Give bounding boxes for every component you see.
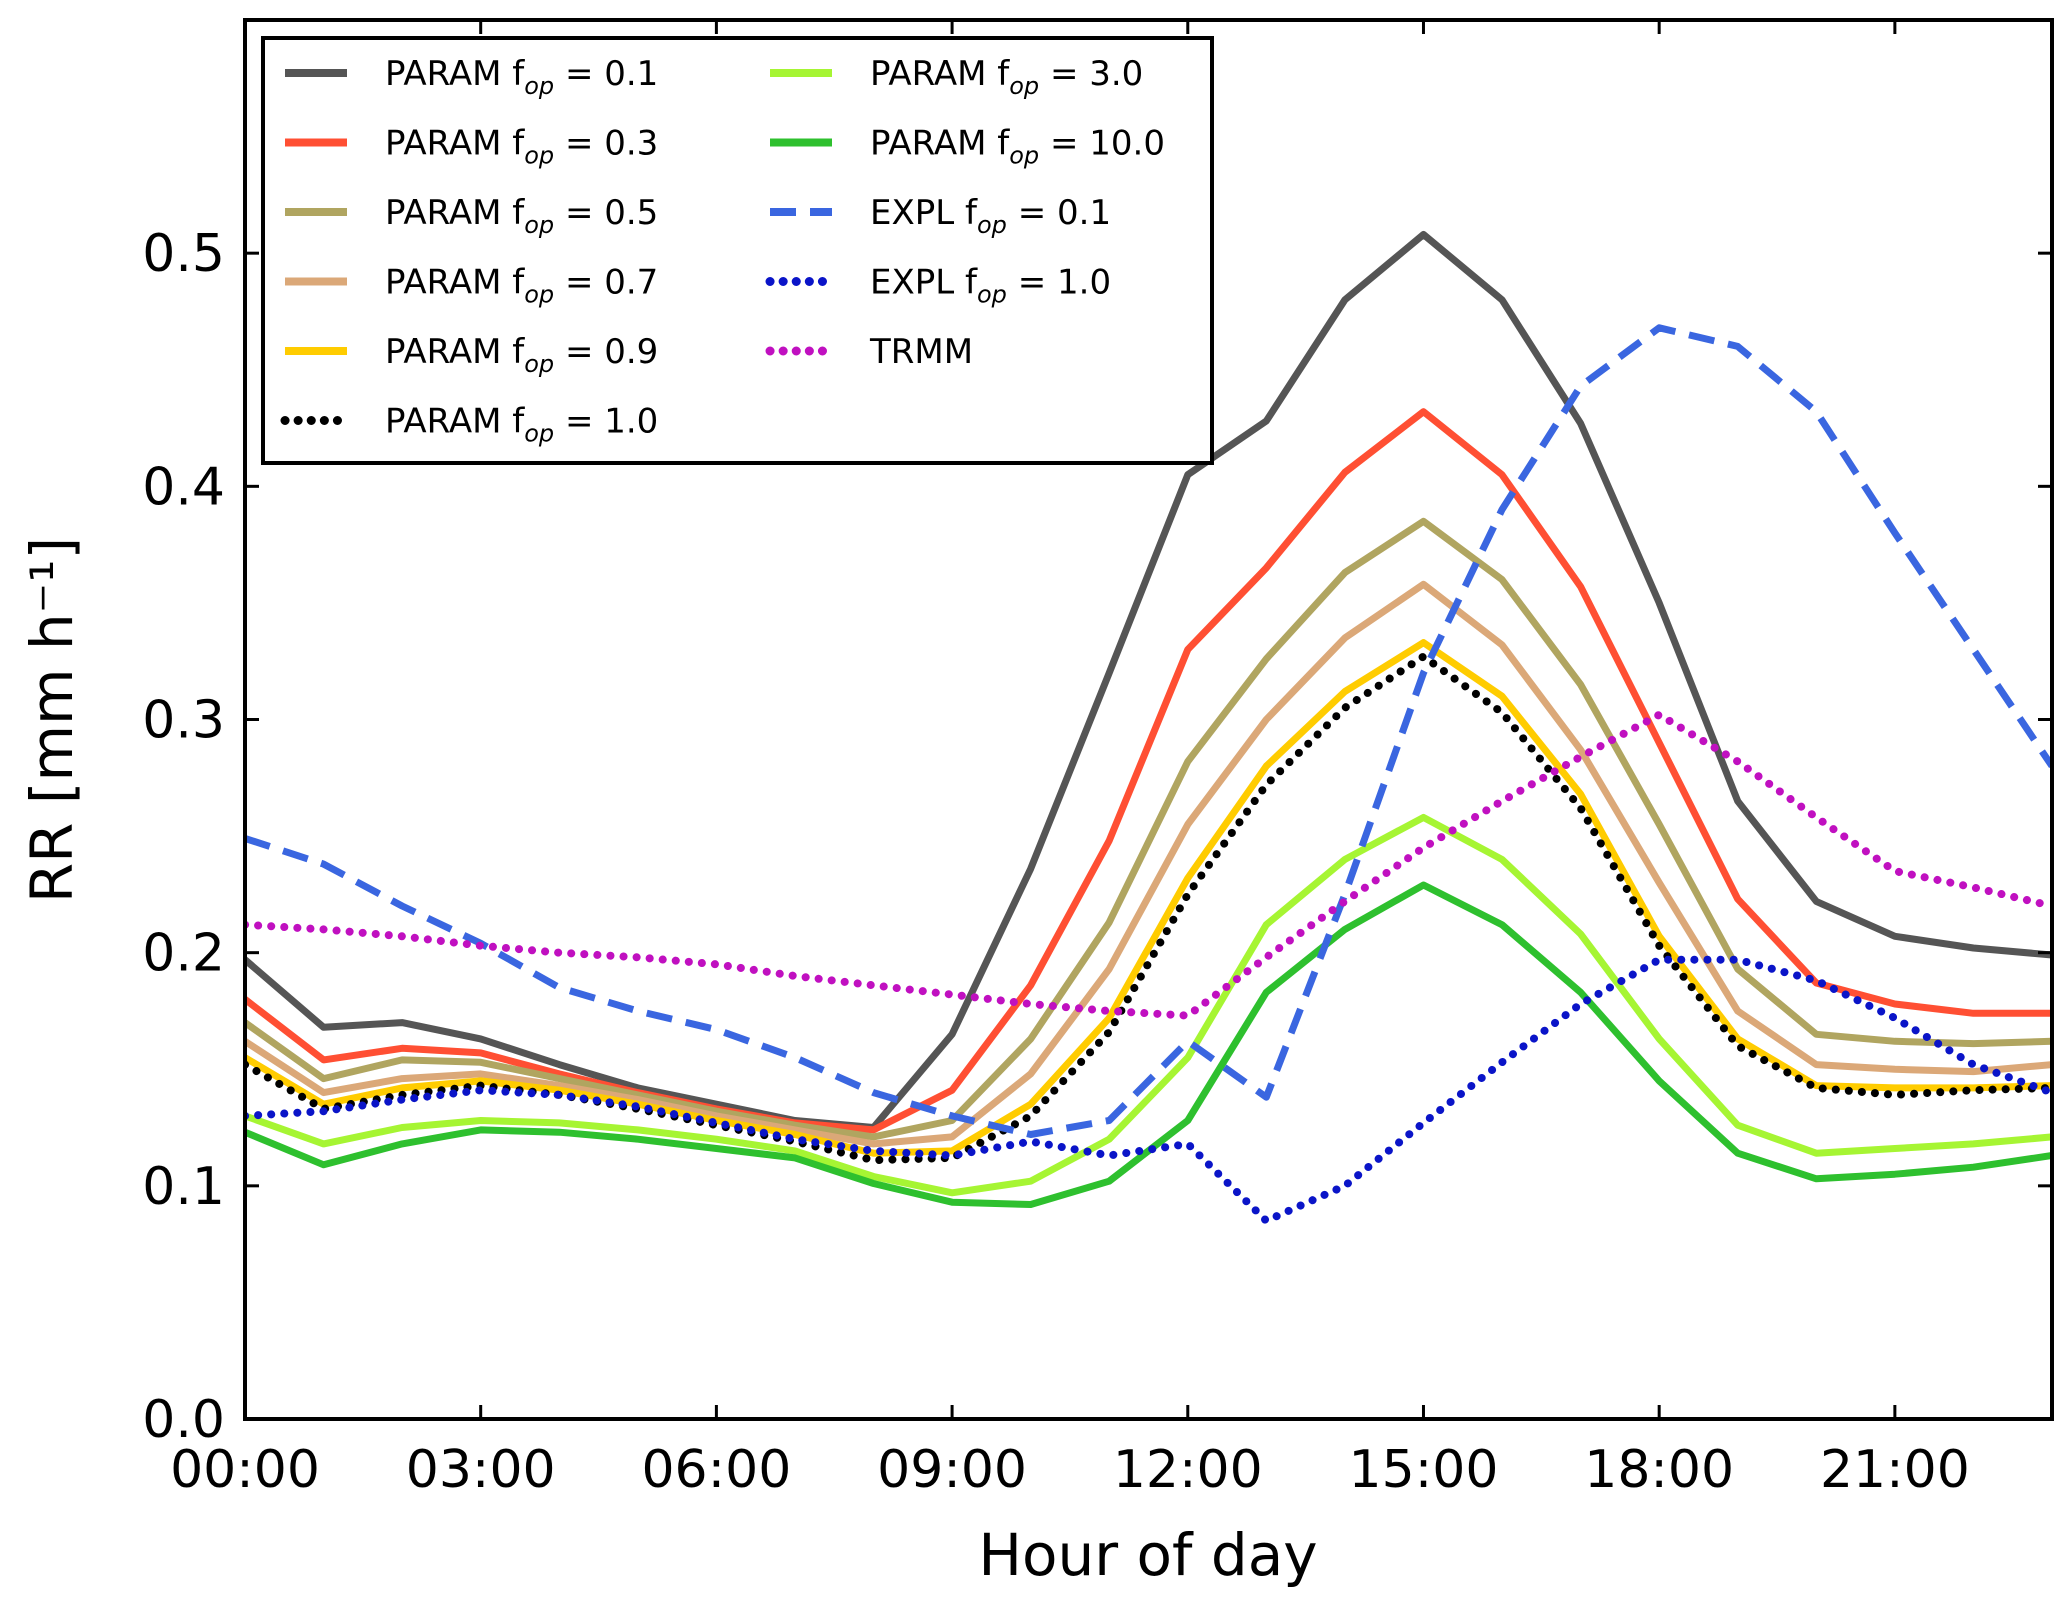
x-tick-label: 18:00	[1584, 1440, 1734, 1500]
x-tick-label: 21:00	[1820, 1440, 1970, 1500]
series-line-9	[245, 955, 2052, 1225]
legend-label-8: EXPL fop = 0.1	[870, 193, 1111, 239]
y-axis-label: RR [mm h⁻¹]	[18, 537, 86, 903]
series-line-4	[245, 639, 2052, 1157]
x-tick-label: 03:00	[406, 1440, 556, 1500]
y-tick-label: 0.5	[142, 224, 225, 284]
x-tick-label: 09:00	[877, 1440, 1027, 1500]
y-tick-label: 0.4	[142, 457, 225, 517]
series-line-7	[245, 881, 2052, 1208]
y-tick-label: 0.0	[142, 1390, 225, 1450]
x-tick-label: 06:00	[641, 1440, 791, 1500]
x-tick-label: 12:00	[1113, 1440, 1263, 1500]
y-tick-label: 0.1	[142, 1157, 225, 1217]
legend-label-3: PARAM fop = 0.7	[385, 263, 658, 309]
series-layer	[245, 231, 2052, 1225]
series-line-1	[245, 408, 2052, 1134]
legend-label-0: PARAM fop = 0.1	[385, 54, 658, 100]
x-axis-label: Hour of day	[978, 1521, 1317, 1589]
x-tick-label: 15:00	[1349, 1440, 1499, 1500]
legend-label-2: PARAM fop = 0.5	[385, 193, 658, 239]
legend-label-1: PARAM fop = 0.3	[385, 124, 658, 170]
series-line-2	[245, 517, 2052, 1141]
series-line-8	[245, 324, 2052, 1138]
y-tick-label: 0.3	[142, 691, 225, 751]
legend-box	[261, 36, 1214, 465]
series-line-10	[245, 710, 2052, 1020]
series-line-3	[245, 580, 2052, 1148]
legend-label-9: EXPL fop = 1.0	[870, 263, 1111, 309]
x-tick-label: 00:00	[170, 1440, 320, 1500]
legend: PARAM fop = 0.1 PARAM fop = 0.3 PARAM fop …	[261, 36, 1214, 465]
legend-label-4: PARAM fop = 0.9	[385, 332, 658, 378]
legend-label-10: TRMM	[869, 332, 973, 372]
series-line-0	[245, 231, 2052, 1131]
y-tick-label: 0.2	[142, 924, 225, 984]
axes: 00:00 03:00 06:00 09:00 12:00 15:00 18:00 21:00…	[142, 18, 2054, 1500]
series-line-6	[245, 813, 2052, 1197]
legend-label-5: PARAM fop = 1.0	[385, 402, 658, 448]
legend-label-7: PARAM fop = 10.0	[870, 124, 1165, 170]
legend-label-6: PARAM fop = 3.0	[870, 54, 1143, 100]
